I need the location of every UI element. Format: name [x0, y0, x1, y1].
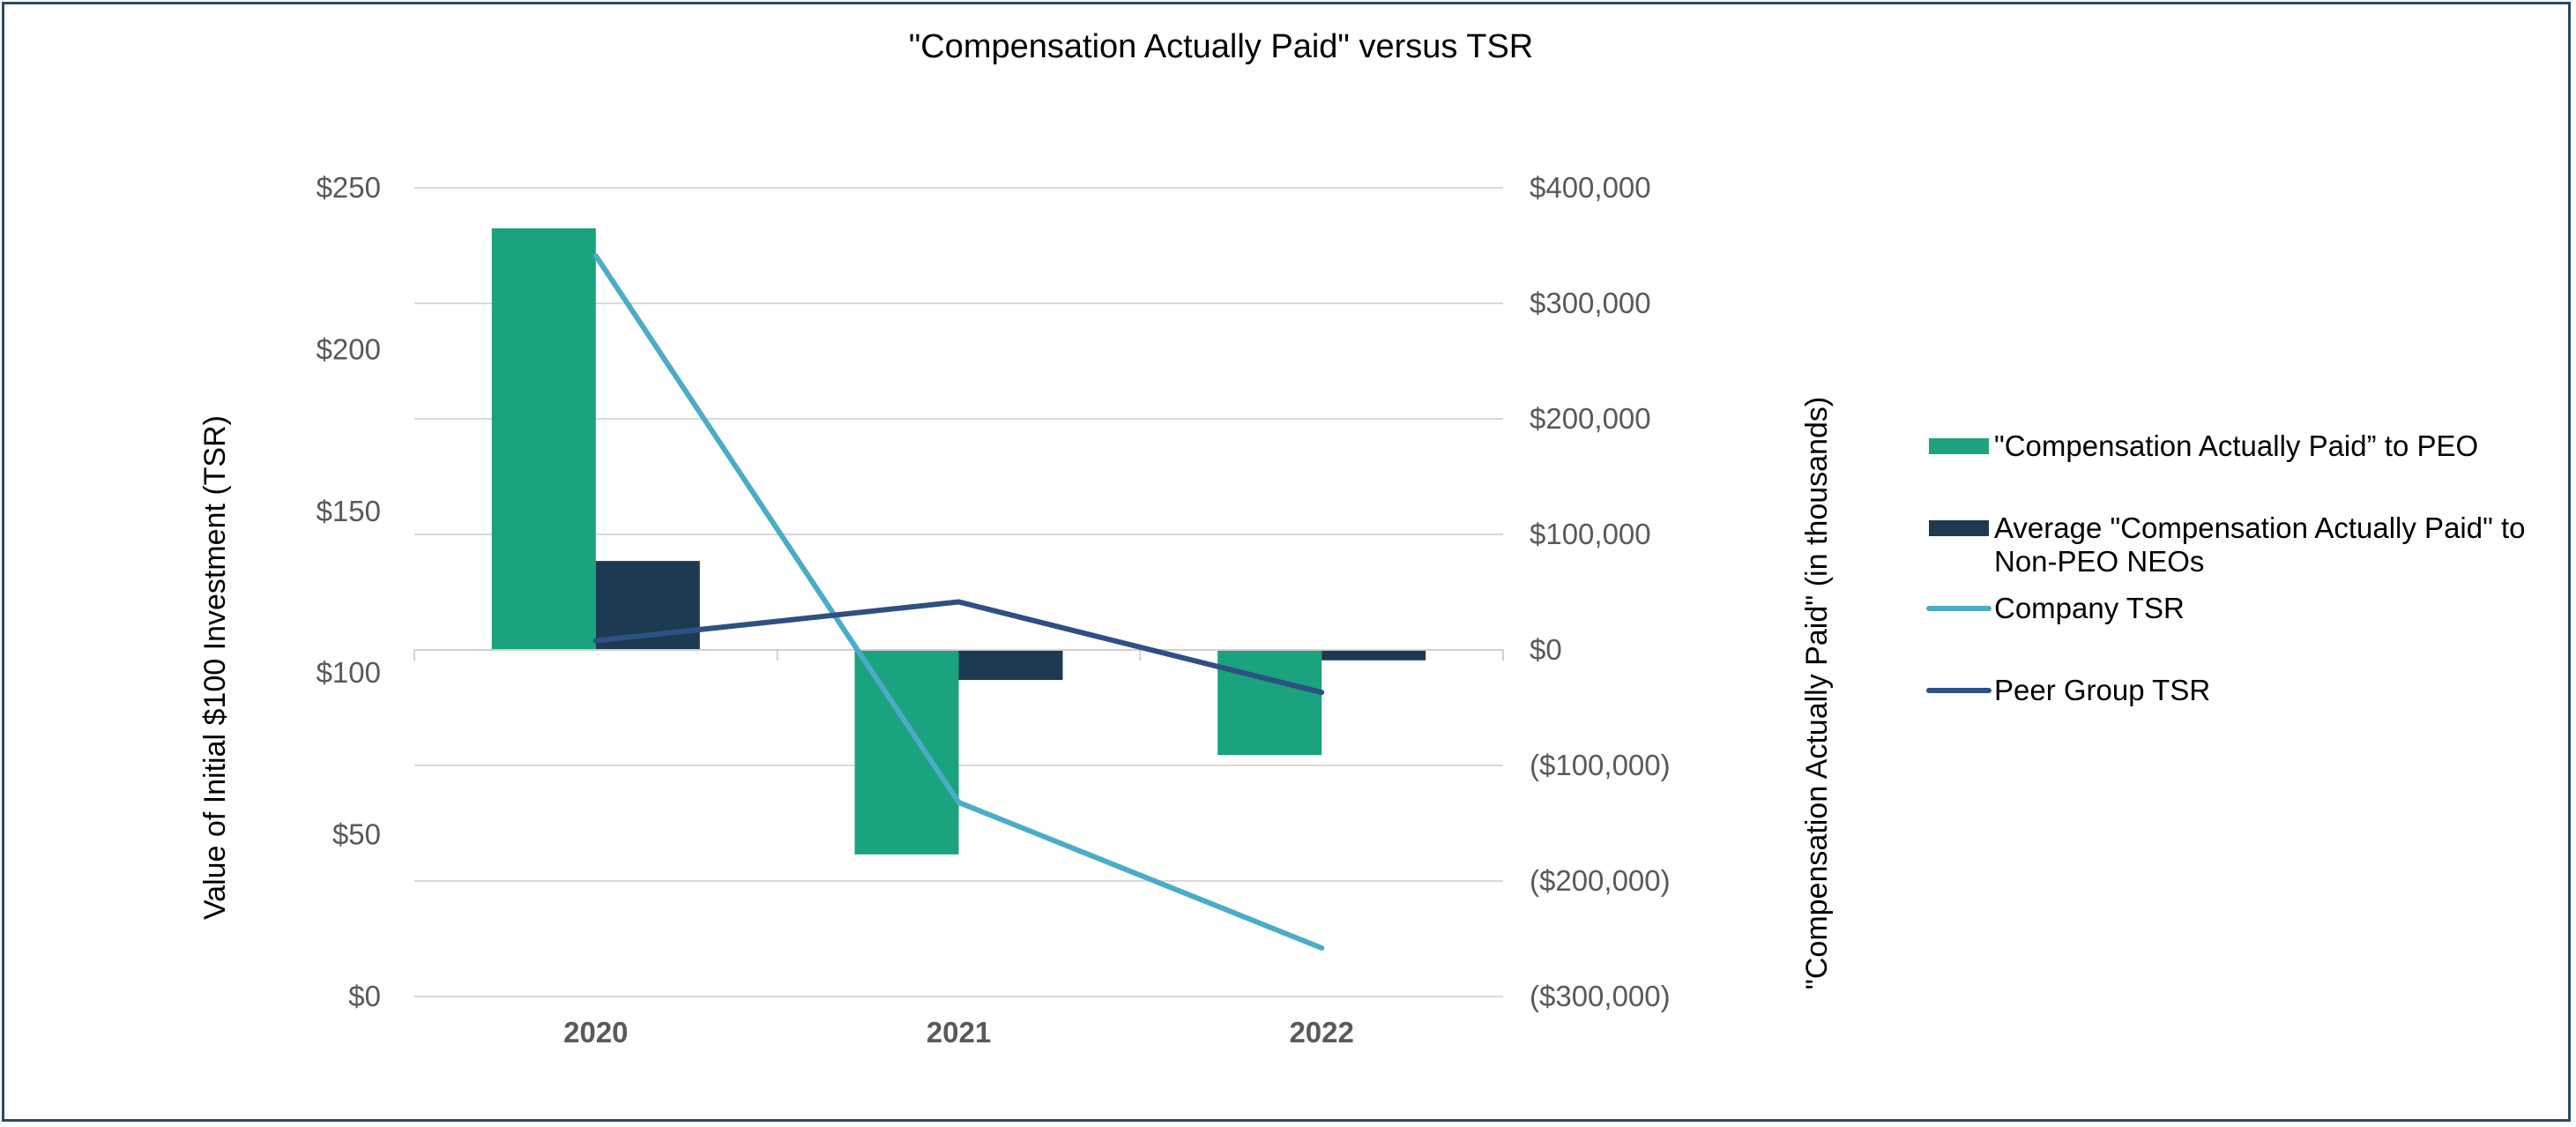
bar-non-peo-2022: [1322, 650, 1426, 661]
legend-swatch-bar: [1929, 438, 1989, 454]
x-tick-label: 2022: [1289, 1016, 1353, 1049]
right-tick-label: $0: [1530, 633, 1562, 666]
zero-axis: [413, 649, 1504, 661]
lines: [592, 253, 1325, 951]
right-axis-ticks: ($300,000) ($200,000) ($100,000) $0 $100,000…: [1530, 171, 1671, 1012]
right-tick-label: ($300,000): [1530, 980, 1671, 1012]
left-tick-label: $200: [316, 332, 381, 365]
left-tick-label: $150: [316, 495, 381, 527]
legend-label: Average "Compensation Actually Paid" to: [1994, 511, 2526, 544]
bar-peo-2020: [491, 228, 596, 650]
bar-peo-2021: [854, 650, 959, 855]
peer-group-tsr-line: [592, 599, 1325, 696]
left-tick-label: $0: [348, 980, 381, 1012]
legend-label: Company TSR: [1994, 592, 2185, 624]
right-tick-label: $300,000: [1530, 287, 1651, 319]
right-tick-label: $100,000: [1530, 518, 1651, 550]
legend-label: Peer Group TSR: [1994, 674, 2210, 706]
x-axis-ticks: 2020 2021 2022: [563, 1016, 1354, 1049]
left-axis-label: Value of Initial $100 Investment (TSR): [198, 415, 232, 920]
legend: "Compensation Actually Paid” to PEO Avera…: [1926, 429, 2526, 706]
right-tick-label: $200,000: [1530, 402, 1651, 435]
right-tick-label: ($100,000): [1530, 749, 1671, 781]
left-axis-ticks: $0 $50 $100 $150 $200 $250: [316, 171, 381, 1012]
company-tsr-line: [592, 253, 1325, 951]
legend-swatch-bar: [1929, 520, 1989, 536]
right-tick-label: ($200,000): [1530, 864, 1671, 897]
x-tick-label: 2021: [927, 1016, 991, 1049]
chart-title: "Compensation Actually Paid" versus TSR: [909, 28, 1534, 65]
right-axis-label: "Compensation Actually Paid" (in thousan…: [1800, 397, 1834, 989]
bar-peo-2022: [1217, 650, 1322, 756]
left-tick-label: $50: [332, 818, 381, 851]
legend-label: "Compensation Actually Paid” to PEO: [1994, 429, 2478, 462]
legend-label-line2: Non-PEO NEOs: [1994, 545, 2204, 578]
bar-non-peo-2021: [958, 650, 1063, 681]
x-tick-label: 2020: [563, 1016, 628, 1049]
right-tick-label: $400,000: [1530, 171, 1651, 204]
left-tick-label: $100: [316, 656, 381, 689]
bars: [491, 228, 1426, 855]
left-tick-label: $250: [316, 171, 381, 204]
